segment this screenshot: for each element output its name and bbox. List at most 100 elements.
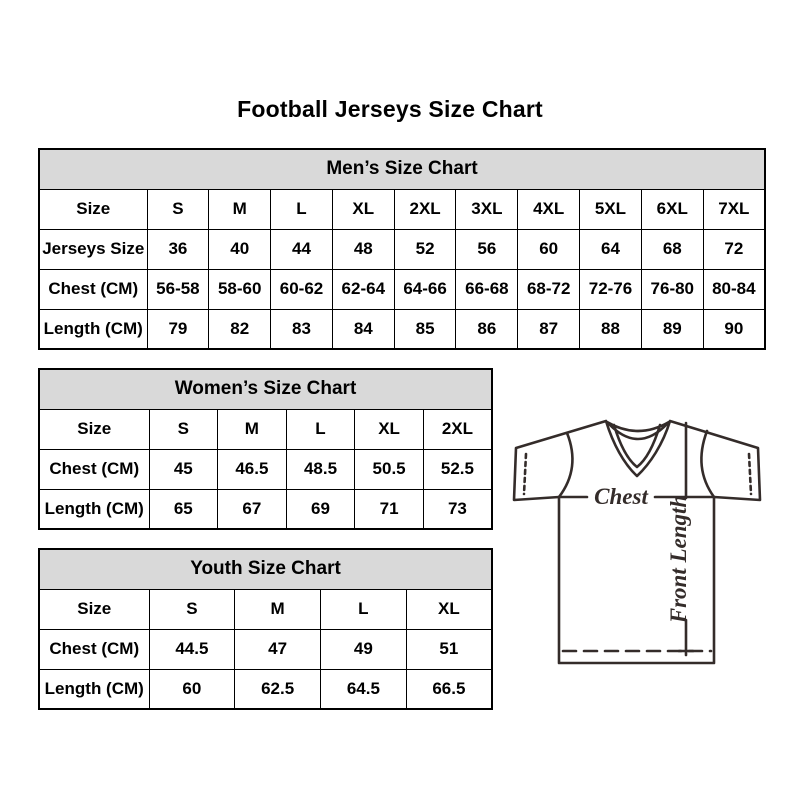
size-value-cell: 69 xyxy=(285,488,356,530)
size-value-cell: 45 xyxy=(148,448,219,490)
page-title: Football Jerseys Size Chart xyxy=(237,96,543,122)
size-value-cell: 79 xyxy=(146,308,210,350)
size-value-cell: 83 xyxy=(270,308,333,350)
size-value-cell: 90 xyxy=(702,308,766,350)
size-value-cell: 62.5 xyxy=(234,668,321,710)
row-label: Size xyxy=(38,588,150,630)
table-row: Length (CM) 60 62.5 64.5 66.5 xyxy=(38,668,493,710)
size-value-cell: XL xyxy=(331,188,395,230)
row-label: Chest (CM) xyxy=(38,268,148,310)
chest-measurement-label: Chest xyxy=(594,484,648,509)
row-label: Size xyxy=(38,408,150,450)
size-value-cell: 50.5 xyxy=(354,448,424,490)
table-section-header: Women’s Size Chart xyxy=(38,368,493,410)
size-value-cell: 58-60 xyxy=(208,268,272,310)
size-value-cell: 66.5 xyxy=(405,668,493,710)
size-value-cell: 82 xyxy=(208,308,272,350)
table-row: Chest (CM) 56-58 58-60 60-62 62-64 64-66 66-68… xyxy=(38,268,766,310)
row-label: Length (CM) xyxy=(38,308,148,350)
size-value-cell: 80-84 xyxy=(702,268,766,310)
jersey-outline-shape xyxy=(512,419,762,665)
size-value-cell: 60 xyxy=(148,668,236,710)
size-value-cell: L xyxy=(285,408,356,450)
row-label: Size xyxy=(38,188,148,230)
size-value-cell: M xyxy=(234,588,321,630)
table-row: Chest (CM) 45 46.5 48.5 50.5 52.5 xyxy=(38,448,493,490)
front-length-measurement-label: Front Length xyxy=(666,495,691,624)
size-value-cell: 64-66 xyxy=(393,268,457,310)
table-row: Size S M L XL xyxy=(38,588,493,630)
size-value-cell: 52 xyxy=(393,228,457,270)
mens-size-table: Men’s Size Chart Size S M L XL 2XL 3XL 4XL 5XL 6XL… xyxy=(38,148,766,350)
size-value-cell: 2XL xyxy=(422,408,493,450)
row-label: Chest (CM) xyxy=(38,448,150,490)
table-row: Size S M L XL 2XL xyxy=(38,408,493,450)
size-value-cell: 89 xyxy=(640,308,704,350)
left-sleeve-seam xyxy=(557,431,574,499)
size-value-cell: XL xyxy=(354,408,424,450)
table-row: Size S M L XL 2XL 3XL 4XL 5XL 6XL 7XL xyxy=(38,188,766,230)
size-value-cell: 52.5 xyxy=(422,448,493,490)
size-value-cell: 5XL xyxy=(579,188,642,230)
size-value-cell: S xyxy=(146,188,210,230)
size-value-cell: 51 xyxy=(405,628,493,670)
size-value-cell: 46.5 xyxy=(217,448,287,490)
size-value-cell: 72-76 xyxy=(579,268,642,310)
size-value-cell: 56-58 xyxy=(146,268,210,310)
size-value-cell: 4XL xyxy=(517,188,581,230)
size-value-cell: 68 xyxy=(640,228,704,270)
right-sleeve-seam xyxy=(700,429,716,499)
size-value-cell: M xyxy=(217,408,287,450)
size-value-cell: 86 xyxy=(455,308,519,350)
size-value-cell: S xyxy=(148,588,236,630)
row-label: Chest (CM) xyxy=(38,628,150,670)
table-row: Length (CM) 79 82 83 84 85 86 87 88 89 90 xyxy=(38,308,766,350)
size-value-cell: 88 xyxy=(579,308,642,350)
size-value-cell: 71 xyxy=(354,488,424,530)
table-row: Chest (CM) 44.5 47 49 51 xyxy=(38,628,493,670)
table-section-header: Youth Size Chart xyxy=(38,548,493,590)
womens-size-table: Women’s Size Chart Size S M L XL 2XL Chest (CM)… xyxy=(38,368,493,530)
size-value-cell: 66-68 xyxy=(455,268,519,310)
left-cuff-dash xyxy=(522,452,528,496)
size-value-cell: 48.5 xyxy=(285,448,356,490)
table-section-header: Men’s Size Chart xyxy=(38,148,766,190)
size-value-cell: 67 xyxy=(217,488,287,530)
collar-inner-v xyxy=(612,423,662,469)
table-row: Length (CM) 65 67 69 71 73 xyxy=(38,488,493,530)
size-value-cell: 64.5 xyxy=(320,668,407,710)
size-value-cell: XL xyxy=(405,588,493,630)
size-value-cell: 47 xyxy=(234,628,321,670)
size-value-cell: 85 xyxy=(393,308,457,350)
size-value-cell: 48 xyxy=(331,228,395,270)
row-label: Length (CM) xyxy=(38,488,150,530)
size-value-cell: 72 xyxy=(702,228,766,270)
size-value-cell: 84 xyxy=(331,308,395,350)
size-value-cell: 65 xyxy=(148,488,219,530)
size-value-cell: 3XL xyxy=(455,188,519,230)
size-value-cell: L xyxy=(270,188,333,230)
size-value-cell: 56 xyxy=(455,228,519,270)
row-label: Length (CM) xyxy=(38,668,150,710)
size-value-cell: 40 xyxy=(208,228,272,270)
size-value-cell: 60-62 xyxy=(270,268,333,310)
size-value-cell: 64 xyxy=(579,228,642,270)
size-value-cell: 7XL xyxy=(702,188,766,230)
size-value-cell: M xyxy=(208,188,272,230)
size-value-cell: 87 xyxy=(517,308,581,350)
size-value-cell: 44 xyxy=(270,228,333,270)
size-value-cell: 2XL xyxy=(393,188,457,230)
size-value-cell: 60 xyxy=(517,228,581,270)
row-label: Jerseys Size xyxy=(38,228,148,270)
size-value-cell: 6XL xyxy=(640,188,704,230)
size-value-cell: 62-64 xyxy=(331,268,395,310)
size-value-cell: 76-80 xyxy=(640,268,704,310)
right-cuff-dash xyxy=(747,452,753,496)
size-value-cell: 36 xyxy=(146,228,210,270)
size-value-cell: 44.5 xyxy=(148,628,236,670)
size-value-cell: 73 xyxy=(422,488,493,530)
jersey-measurement-diagram: Chest Front Length xyxy=(503,396,775,674)
youth-size-table: Youth Size Chart Size S M L XL Chest (CM) 44.5 4… xyxy=(38,548,493,710)
size-value-cell: 49 xyxy=(320,628,407,670)
